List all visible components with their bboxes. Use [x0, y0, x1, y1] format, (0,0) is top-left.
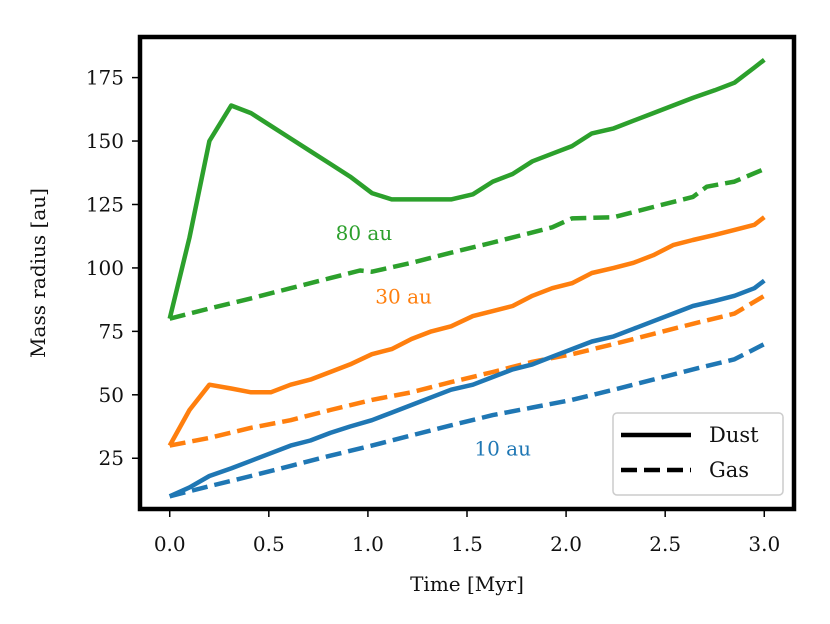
- plot-frame: [137, 34, 797, 512]
- series-line-80-au-dust: [167, 58, 766, 320]
- y-tick-label: 150: [86, 129, 124, 153]
- annotation-30au: 30 au: [375, 284, 432, 308]
- legend-gas-label: Gas: [709, 458, 749, 482]
- x-tick-label: 1.0: [352, 532, 384, 556]
- y-tick-label: 100: [86, 256, 124, 280]
- annotation-80au: 80 au: [336, 221, 393, 245]
- annotation-10au: 10 au: [474, 437, 531, 461]
- series-line-10-au-gas: [169, 342, 766, 499]
- x-tick-label: 2.0: [550, 532, 582, 556]
- x-tick-label: 2.5: [649, 532, 681, 556]
- series-line-30-au-gas: [169, 293, 766, 448]
- y-tick-label: 175: [86, 66, 124, 90]
- series-line-10-au-dust: [168, 278, 766, 499]
- x-tick-label: 1.5: [451, 532, 483, 556]
- y-tick-label: 25: [99, 446, 124, 470]
- y-axis-ticks: 25 50 75 100 125 150 175: [86, 66, 140, 470]
- x-axis-label: Time [Myr]: [410, 572, 524, 596]
- y-tick-label: 125: [86, 192, 124, 216]
- y-tick-label: 50: [99, 383, 124, 407]
- y-axis-label: Mass radius [au]: [26, 188, 50, 358]
- legend: Dust Gas: [612, 412, 784, 496]
- x-tick-label: 0.0: [154, 532, 186, 556]
- y-tick-label: 75: [99, 319, 124, 343]
- series-line-80-au-gas: [169, 166, 766, 321]
- annotation-layer: 80 au 30 au 10 au: [336, 221, 531, 461]
- x-tick-label: 0.5: [253, 532, 285, 556]
- series-layer: [167, 58, 766, 499]
- legend-dust-label: Dust: [709, 423, 759, 447]
- x-tick-label: 3.0: [748, 532, 780, 556]
- x-axis-ticks: 0.0 0.5 1.0 1.5 2.0 2.5 3.0: [154, 509, 780, 556]
- series-line-30-au-dust: [167, 215, 766, 447]
